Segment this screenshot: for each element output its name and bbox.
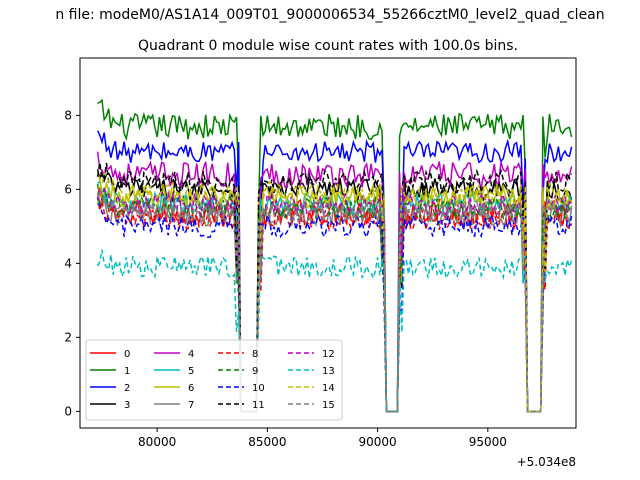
legend-label-12: 12 bbox=[322, 349, 335, 360]
series-line-3 bbox=[96, 168, 573, 413]
y-tick-label: 2 bbox=[64, 330, 72, 344]
legend-label-3: 3 bbox=[124, 400, 130, 411]
series-line-14 bbox=[97, 171, 572, 413]
x-axis: 80000 85000 90000 95000 bbox=[138, 428, 507, 449]
series-line-13 bbox=[96, 249, 573, 413]
series-line-15 bbox=[96, 186, 573, 413]
series-line-2 bbox=[96, 130, 573, 413]
legend-label-7: 7 bbox=[188, 400, 194, 411]
legend-label-8: 8 bbox=[252, 349, 258, 360]
chart-title: Quadrant 0 module wise count rates with … bbox=[138, 38, 518, 54]
legend-label-13: 13 bbox=[322, 366, 335, 377]
suptitle: n file: modeM0/AS1A14_009T01_9000006534_… bbox=[55, 7, 604, 23]
y-tick-label: 0 bbox=[64, 404, 72, 418]
legend-label-15: 15 bbox=[322, 400, 335, 411]
series-line-11 bbox=[96, 162, 573, 413]
x-tick-label: 90000 bbox=[359, 435, 397, 449]
series-line-6 bbox=[96, 174, 573, 413]
y-tick-label: 8 bbox=[64, 108, 72, 122]
legend-label-5: 5 bbox=[188, 366, 194, 377]
series-line-10 bbox=[97, 202, 573, 413]
series-line-4 bbox=[96, 151, 573, 413]
x-tick-label: 95000 bbox=[469, 435, 507, 449]
y-tick-label: 4 bbox=[64, 256, 72, 270]
legend-label-10: 10 bbox=[252, 383, 265, 394]
legend-label-6: 6 bbox=[188, 383, 194, 394]
series-line-1 bbox=[97, 98, 573, 413]
x-tick-label: 85000 bbox=[248, 435, 286, 449]
legend-label-14: 14 bbox=[322, 383, 335, 394]
legend-label-9: 9 bbox=[252, 366, 258, 377]
series-layer bbox=[96, 98, 573, 413]
legend-frame bbox=[85, 339, 343, 421]
y-tick-label: 6 bbox=[64, 182, 72, 196]
legend-label-0: 0 bbox=[124, 349, 130, 360]
axes-frame bbox=[79, 57, 577, 429]
legend-label-11: 11 bbox=[252, 400, 265, 411]
y-axis: 0 2 4 6 8 bbox=[64, 108, 80, 418]
legend-label-4: 4 bbox=[188, 349, 194, 360]
legend-label-2: 2 bbox=[124, 383, 130, 394]
x-tick-label: 80000 bbox=[138, 435, 176, 449]
x-offset-label: +5.034e8 bbox=[517, 455, 576, 469]
legend-label-1: 1 bbox=[124, 366, 130, 377]
